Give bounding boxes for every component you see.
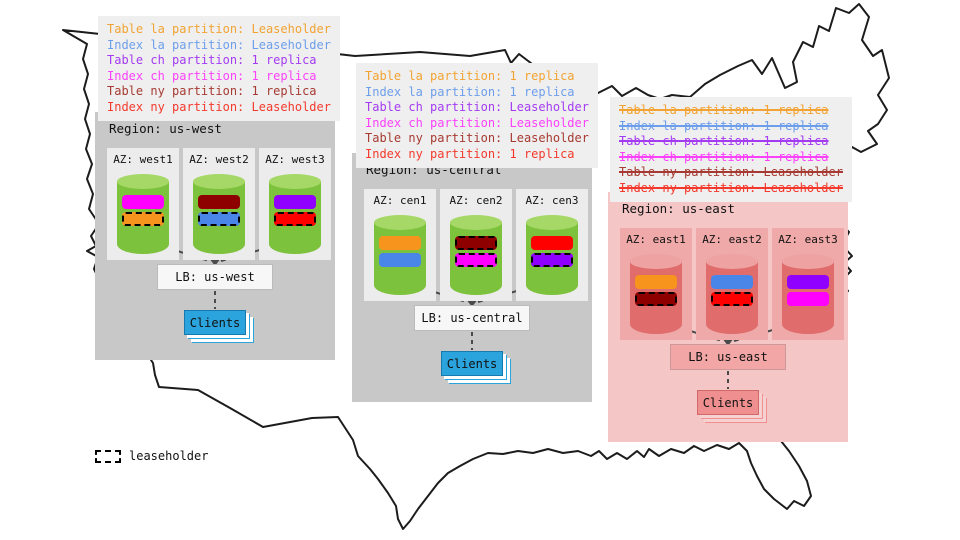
az-box-west1: AZ: west1	[107, 148, 179, 260]
clients-box: Clients	[184, 310, 246, 335]
cylinder-top	[450, 215, 502, 230]
partition-bar	[198, 212, 240, 226]
partition-bar	[635, 275, 677, 289]
lb-label: LB: us-east	[688, 350, 768, 364]
clients-label: Clients	[702, 395, 754, 410]
partition-bar	[787, 275, 829, 289]
database-cylinder	[193, 174, 245, 254]
partition-bar	[122, 195, 164, 209]
partition-bar	[198, 195, 240, 209]
load-balancer-box: LB: us-east	[670, 344, 786, 370]
partition-bar	[274, 195, 316, 209]
partition-bar	[711, 275, 753, 289]
az-label: AZ: cen2	[449, 194, 503, 207]
database-cylinder	[117, 174, 169, 254]
cylinder-top	[782, 254, 834, 269]
annotation-line: Index ny partition: Leaseholder	[619, 180, 843, 195]
annotation-line: Table ch partition: Leaseholder	[365, 100, 589, 114]
partition-bar	[711, 292, 753, 306]
annotation-line: Table ny partition: Leaseholder	[365, 131, 589, 145]
az-label: AZ: cen1	[373, 194, 427, 207]
az-box-west3: AZ: west3	[259, 148, 331, 260]
clients-box: Clients	[697, 390, 759, 415]
region-us-east: Region: us-east AZ: east1 AZ: east2 AZ: …	[608, 192, 848, 442]
database-cylinder	[269, 174, 321, 254]
az-box-cen1: AZ: cen1	[364, 189, 436, 301]
az-label: AZ: east1	[626, 233, 686, 246]
cylinder-top	[374, 215, 426, 230]
cylinder-top	[117, 174, 169, 189]
database-cylinder	[526, 215, 578, 295]
partition-bar	[455, 253, 497, 267]
database-cylinder	[630, 254, 682, 334]
az-label: AZ: west2	[189, 153, 249, 166]
region-title: Region: us-east	[622, 201, 735, 216]
annotation-line: Table ch partition: 1 replica	[107, 53, 317, 67]
annotation-line: Index ny partition: 1 replica	[365, 146, 575, 161]
region-us-west: Region: us-west AZ: west1 AZ: west2 AZ: …	[95, 112, 335, 360]
partition-bar	[274, 212, 316, 226]
annotation-line: Table la partition: Leaseholder	[107, 22, 331, 36]
load-balancer-box: LB: us-west	[157, 264, 273, 290]
load-balancer-box: LB: us-central	[414, 305, 530, 331]
az-label: AZ: east3	[778, 233, 838, 246]
cylinder-top	[526, 215, 578, 230]
partition-bar	[531, 236, 573, 250]
region-title: Region: us-west	[109, 121, 222, 136]
clients-box: Clients	[441, 351, 503, 376]
database-cylinder	[374, 215, 426, 295]
database-cylinder	[706, 254, 758, 334]
clients-label: Clients	[446, 356, 498, 371]
az-box-cen2: AZ: cen2	[440, 189, 512, 301]
az-box-west2: AZ: west2	[183, 148, 255, 260]
annotation-line: Index la partition: 1 replica	[365, 84, 575, 99]
az-label: AZ: cen3	[525, 194, 579, 207]
partition-bar	[455, 236, 497, 250]
annotation-line: Table ny partition: Leaseholder	[619, 165, 843, 179]
cylinder-top	[269, 174, 321, 189]
annotation-box-us-central: Table la partition: 1 replica Index la p…	[356, 63, 598, 168]
partition-bar	[531, 253, 573, 267]
az-label: AZ: east2	[702, 233, 762, 246]
cylinder-top	[630, 254, 682, 269]
annotation-line: Table ny partition: 1 replica	[107, 84, 317, 98]
annotation-line: Table ch partition: 1 replica	[619, 134, 829, 148]
partition-bar	[379, 253, 421, 267]
annotation-line: Index ch partition: 1 replica	[619, 149, 829, 164]
partition-bar	[787, 292, 829, 306]
annotation-line: Index ny partition: Leaseholder	[107, 99, 331, 114]
az-box-east3: AZ: east3	[772, 228, 844, 340]
legend: leaseholder	[95, 449, 208, 463]
annotation-line: Index ch partition: Leaseholder	[365, 115, 589, 130]
clients-label: Clients	[189, 315, 241, 330]
cylinder-top	[193, 174, 245, 189]
az-box-east2: AZ: east2	[696, 228, 768, 340]
annotation-line: Table la partition: 1 replica	[619, 103, 829, 117]
annotation-line: Table la partition: 1 replica	[365, 69, 575, 83]
annotation-box-us-east: Table la partition: 1 replica Index la p…	[610, 97, 852, 202]
annotation-line: Index ch partition: 1 replica	[107, 68, 317, 83]
annotation-line: Index la partition: Leaseholder	[107, 37, 331, 52]
az-box-east1: AZ: east1	[620, 228, 692, 340]
az-label: AZ: west1	[113, 153, 173, 166]
leaseholder-swatch-icon	[95, 449, 121, 463]
az-box-cen3: AZ: cen3	[516, 189, 588, 301]
partition-bar	[379, 236, 421, 250]
partition-bar	[122, 212, 164, 226]
lb-label: LB: us-west	[175, 270, 255, 284]
annotation-line: Index la partition: 1 replica	[619, 118, 829, 133]
database-cylinder	[782, 254, 834, 334]
cylinder-top	[706, 254, 758, 269]
lb-label: LB: us-central	[421, 311, 523, 325]
az-label: AZ: west3	[265, 153, 325, 166]
partition-bar	[635, 292, 677, 306]
legend-label: leaseholder	[129, 449, 209, 463]
region-us-central: Region: us-central AZ: cen1 AZ: cen2 AZ:…	[352, 153, 592, 402]
database-cylinder	[450, 215, 502, 295]
annotation-box-us-west: Table la partition: Leaseholder Index la…	[98, 16, 340, 121]
